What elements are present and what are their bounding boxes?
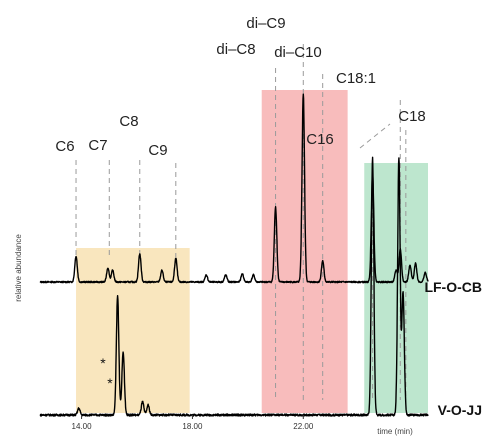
sample-label-lf-o-cb: LF-O-CB xyxy=(424,279,482,295)
peak-label: di–C8 xyxy=(216,41,255,58)
peak-label: di–C10 xyxy=(274,44,322,61)
highlight-region-1 xyxy=(76,248,190,413)
trace-v-o-jj xyxy=(39,156,429,417)
peak-label: C16 xyxy=(306,131,334,148)
x-axis: 14.00 18.00 22.00 xyxy=(72,415,314,431)
peak-label: C18 xyxy=(398,108,426,125)
peak-label: C7 xyxy=(88,137,107,154)
x-tick-label: 18.00 xyxy=(182,422,203,431)
peak-label: di–C9 xyxy=(246,15,285,32)
chromatogram-traces xyxy=(39,93,429,417)
peak-marker-lines xyxy=(75,44,407,400)
y-axis-title: relative abundance xyxy=(14,234,23,302)
peak-label: C6 xyxy=(55,138,74,155)
x-tick-label: 14.00 xyxy=(72,422,93,431)
peak-label: C9 xyxy=(148,142,167,159)
c18-leader-line xyxy=(359,123,391,149)
annotation-marks: ** xyxy=(100,355,113,391)
sample-label-v-o-jj: V-O-JJ xyxy=(438,402,482,418)
sample-labels: LF-O-CB V-O-JJ xyxy=(424,279,482,418)
asterisk-annotation: * xyxy=(107,375,113,391)
x-tick-label: 22.00 xyxy=(293,422,314,431)
peak-labels: C6 C7 C8 C9 di–C8 di–C9 di–C10 C16 C18:1 C18 xyxy=(55,15,425,159)
trace-lf-o-cb xyxy=(39,93,429,284)
x-axis-title: time (min) xyxy=(377,427,413,436)
peak-label: C18:1 xyxy=(336,70,376,87)
peak-label: C8 xyxy=(119,113,138,130)
asterisk-annotation: * xyxy=(100,355,106,371)
